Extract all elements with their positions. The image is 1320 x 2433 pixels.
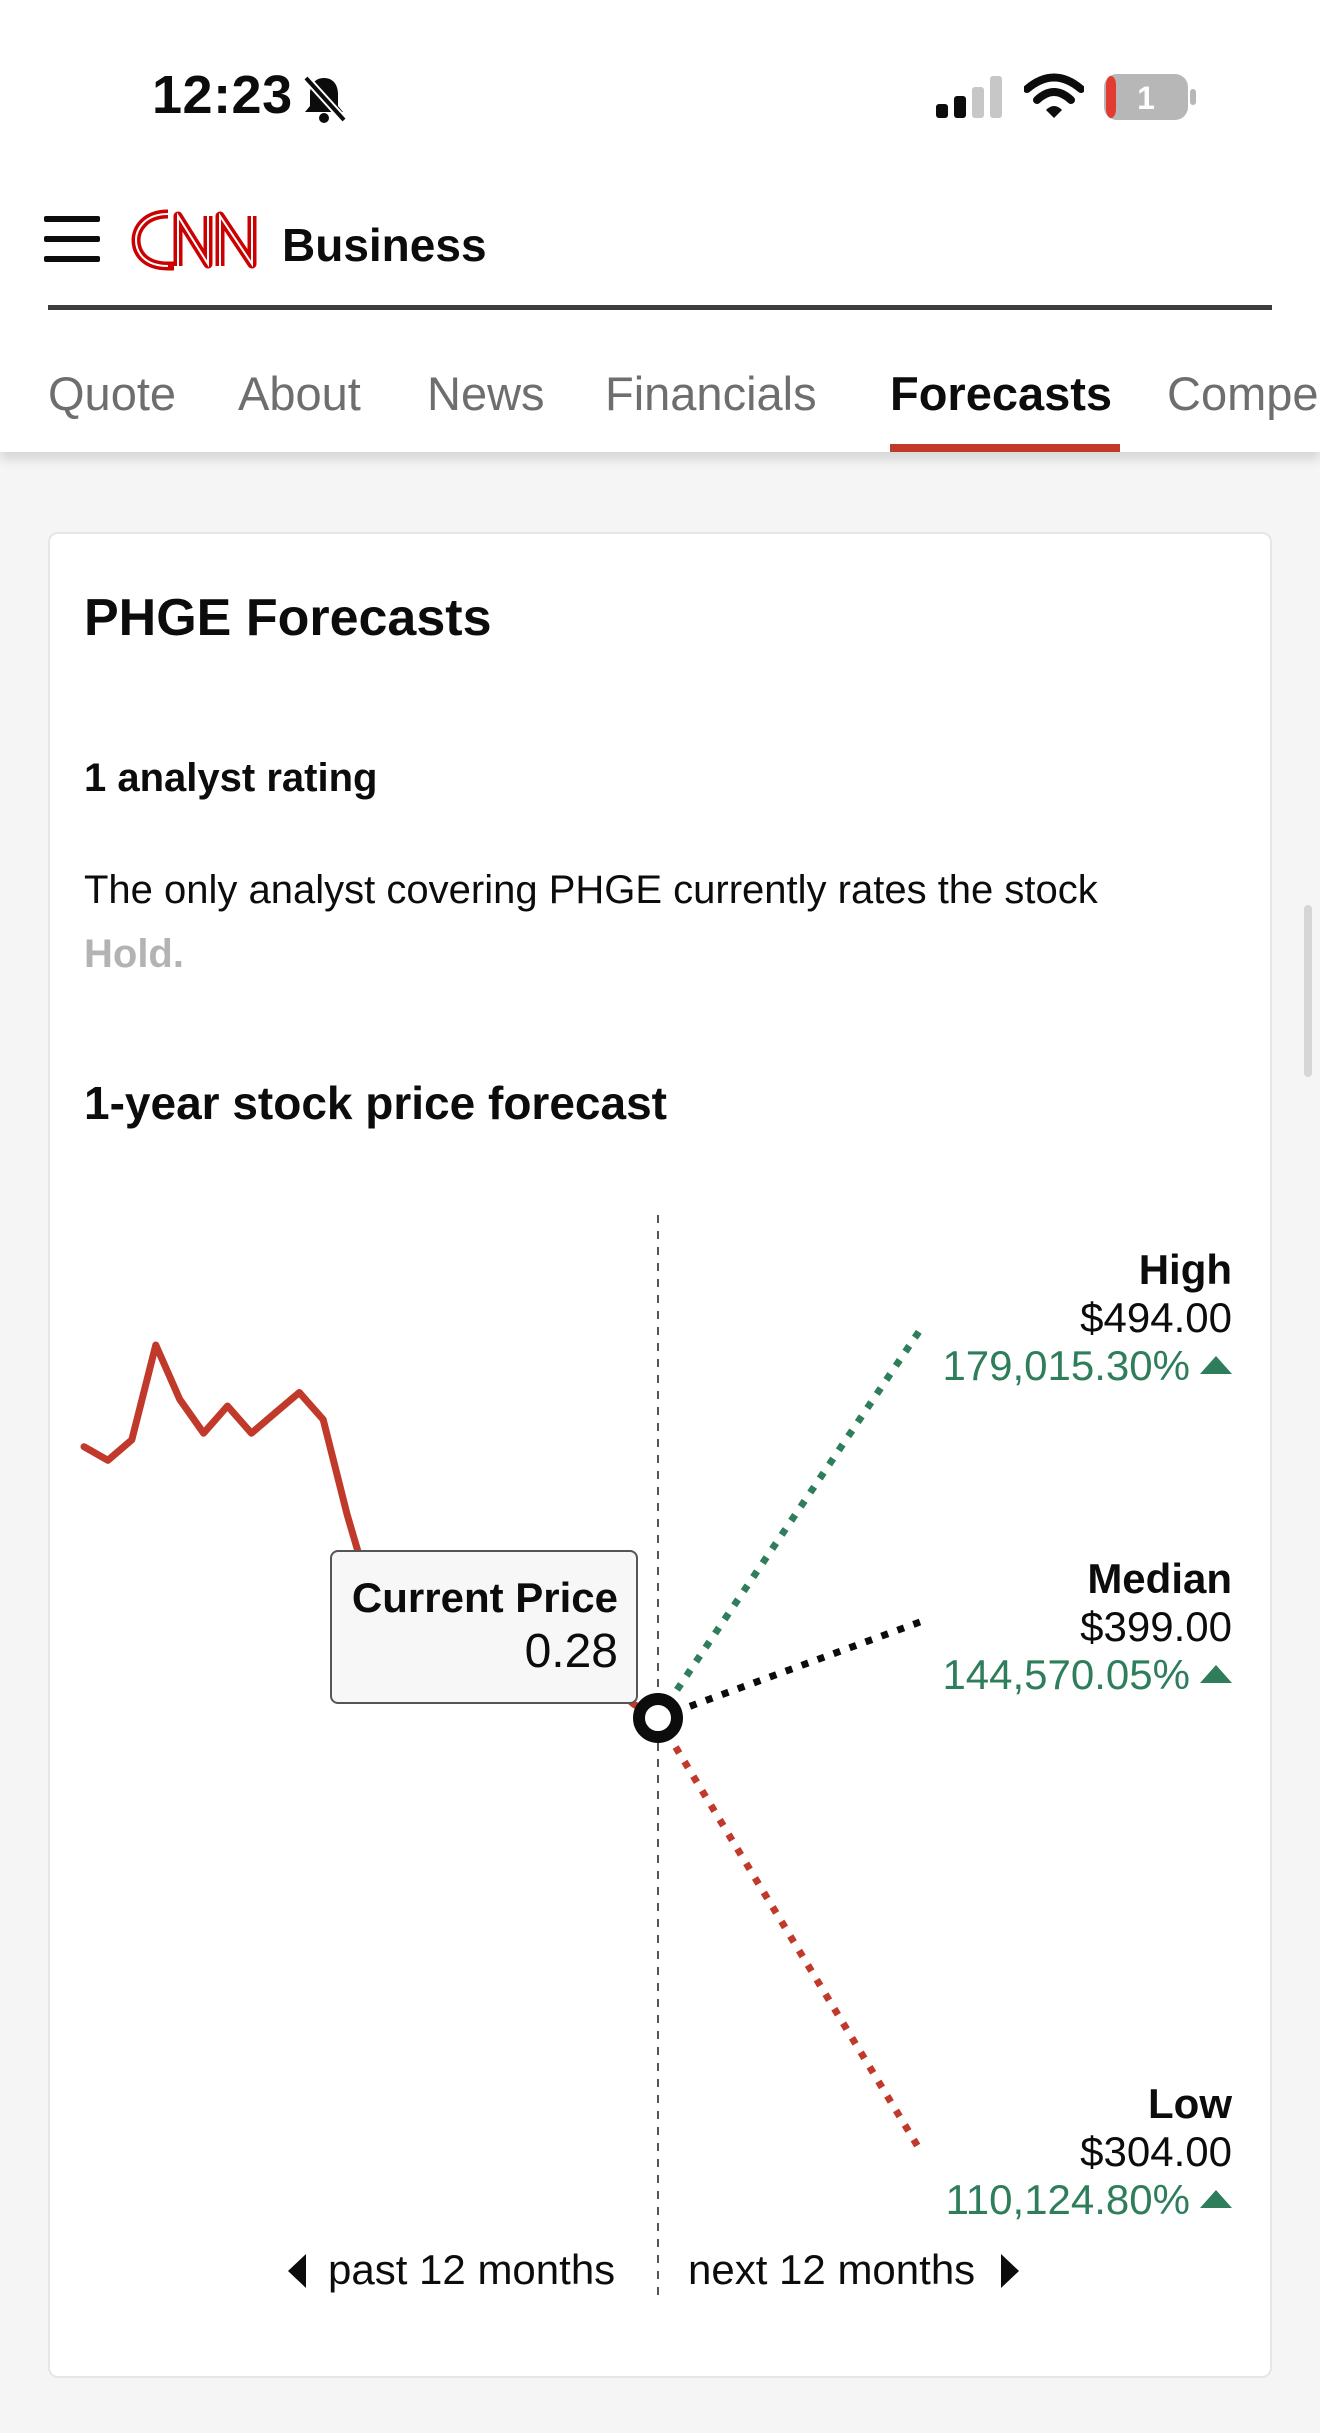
forecast-label-high: High $494.00 179,015.30% xyxy=(942,1246,1232,1390)
current-price-tooltip: Current Price 0.28 xyxy=(330,1550,638,1704)
up-triangle-icon xyxy=(1200,2190,1232,2208)
tab-forecasts[interactable]: Forecasts xyxy=(890,367,1113,420)
header-divider xyxy=(48,305,1272,310)
wifi-icon xyxy=(1024,73,1084,118)
hamburger-menu-icon[interactable] xyxy=(44,216,100,262)
tab-news[interactable]: News xyxy=(427,367,545,420)
brand-section-name[interactable]: Business xyxy=(282,219,487,271)
cellular-signal-icon xyxy=(936,76,1002,118)
forecast-median-name: Median xyxy=(1087,1555,1232,1602)
tab-quote[interactable]: Quote xyxy=(48,367,177,420)
next-period-label: next 12 months xyxy=(688,2246,976,2293)
caret-right-icon xyxy=(1001,2254,1020,2288)
status-bar: 12:23 1 xyxy=(0,0,1320,170)
up-triangle-icon xyxy=(1200,1356,1232,1374)
up-triangle-icon xyxy=(1200,1665,1232,1683)
analyst-rating-heading: 1 analyst rating xyxy=(84,756,378,800)
analyst-rating-text: The only analyst covering PHGE currently… xyxy=(84,858,1244,986)
cnn-logo[interactable] xyxy=(130,206,274,274)
forecast-low-price: $304.00 xyxy=(1080,2128,1232,2175)
rating-sentence: The only analyst covering PHGE currently… xyxy=(84,868,1098,912)
forecast-median-price: $399.00 xyxy=(1080,1603,1232,1650)
tab-bar: Quote About News Financials Forecasts Co… xyxy=(0,310,1320,452)
site-header: Business xyxy=(0,170,1320,310)
forecast-high-name: High xyxy=(1138,1246,1232,1293)
past-period-label: past 12 months xyxy=(328,2246,616,2293)
next-period-toggle[interactable]: next 12 months xyxy=(688,2246,1020,2294)
active-tab-indicator xyxy=(890,444,1120,452)
tab-about[interactable]: About xyxy=(238,367,361,420)
forecast-label-median: Median $399.00 144,570.05% xyxy=(942,1555,1232,1699)
past-period-toggle[interactable]: past 12 months xyxy=(288,2246,615,2294)
forecast-label-low: Low $304.00 110,124.80% xyxy=(946,2080,1232,2224)
forecast-low-name: Low xyxy=(1148,2080,1232,2127)
scrollbar[interactable] xyxy=(1304,905,1312,1077)
card-title: PHGE Forecasts xyxy=(84,589,492,647)
current-price-label: Current Price xyxy=(351,1574,618,1621)
tab-competitors[interactable]: Compe xyxy=(1167,367,1319,420)
battery-level: 1 xyxy=(1137,80,1155,116)
forecast-high-change: 179,015.30% xyxy=(942,1342,1190,1389)
forecast-high-price: $494.00 xyxy=(1080,1294,1232,1341)
rating-value: Hold. xyxy=(84,932,184,976)
forecast-median-change: 144,570.05% xyxy=(942,1651,1190,1698)
status-time: 12:23 xyxy=(152,65,293,125)
forecast-heading: 1-year stock price forecast xyxy=(84,1077,667,1129)
tab-financials[interactable]: Financials xyxy=(605,367,817,420)
bell-muted-icon xyxy=(303,75,347,123)
caret-left-icon xyxy=(288,2254,306,2288)
battery-icon: 1 xyxy=(1104,74,1196,120)
current-price-value: 0.28 xyxy=(524,1625,618,1678)
forecast-low-change: 110,124.80% xyxy=(945,2176,1190,2223)
